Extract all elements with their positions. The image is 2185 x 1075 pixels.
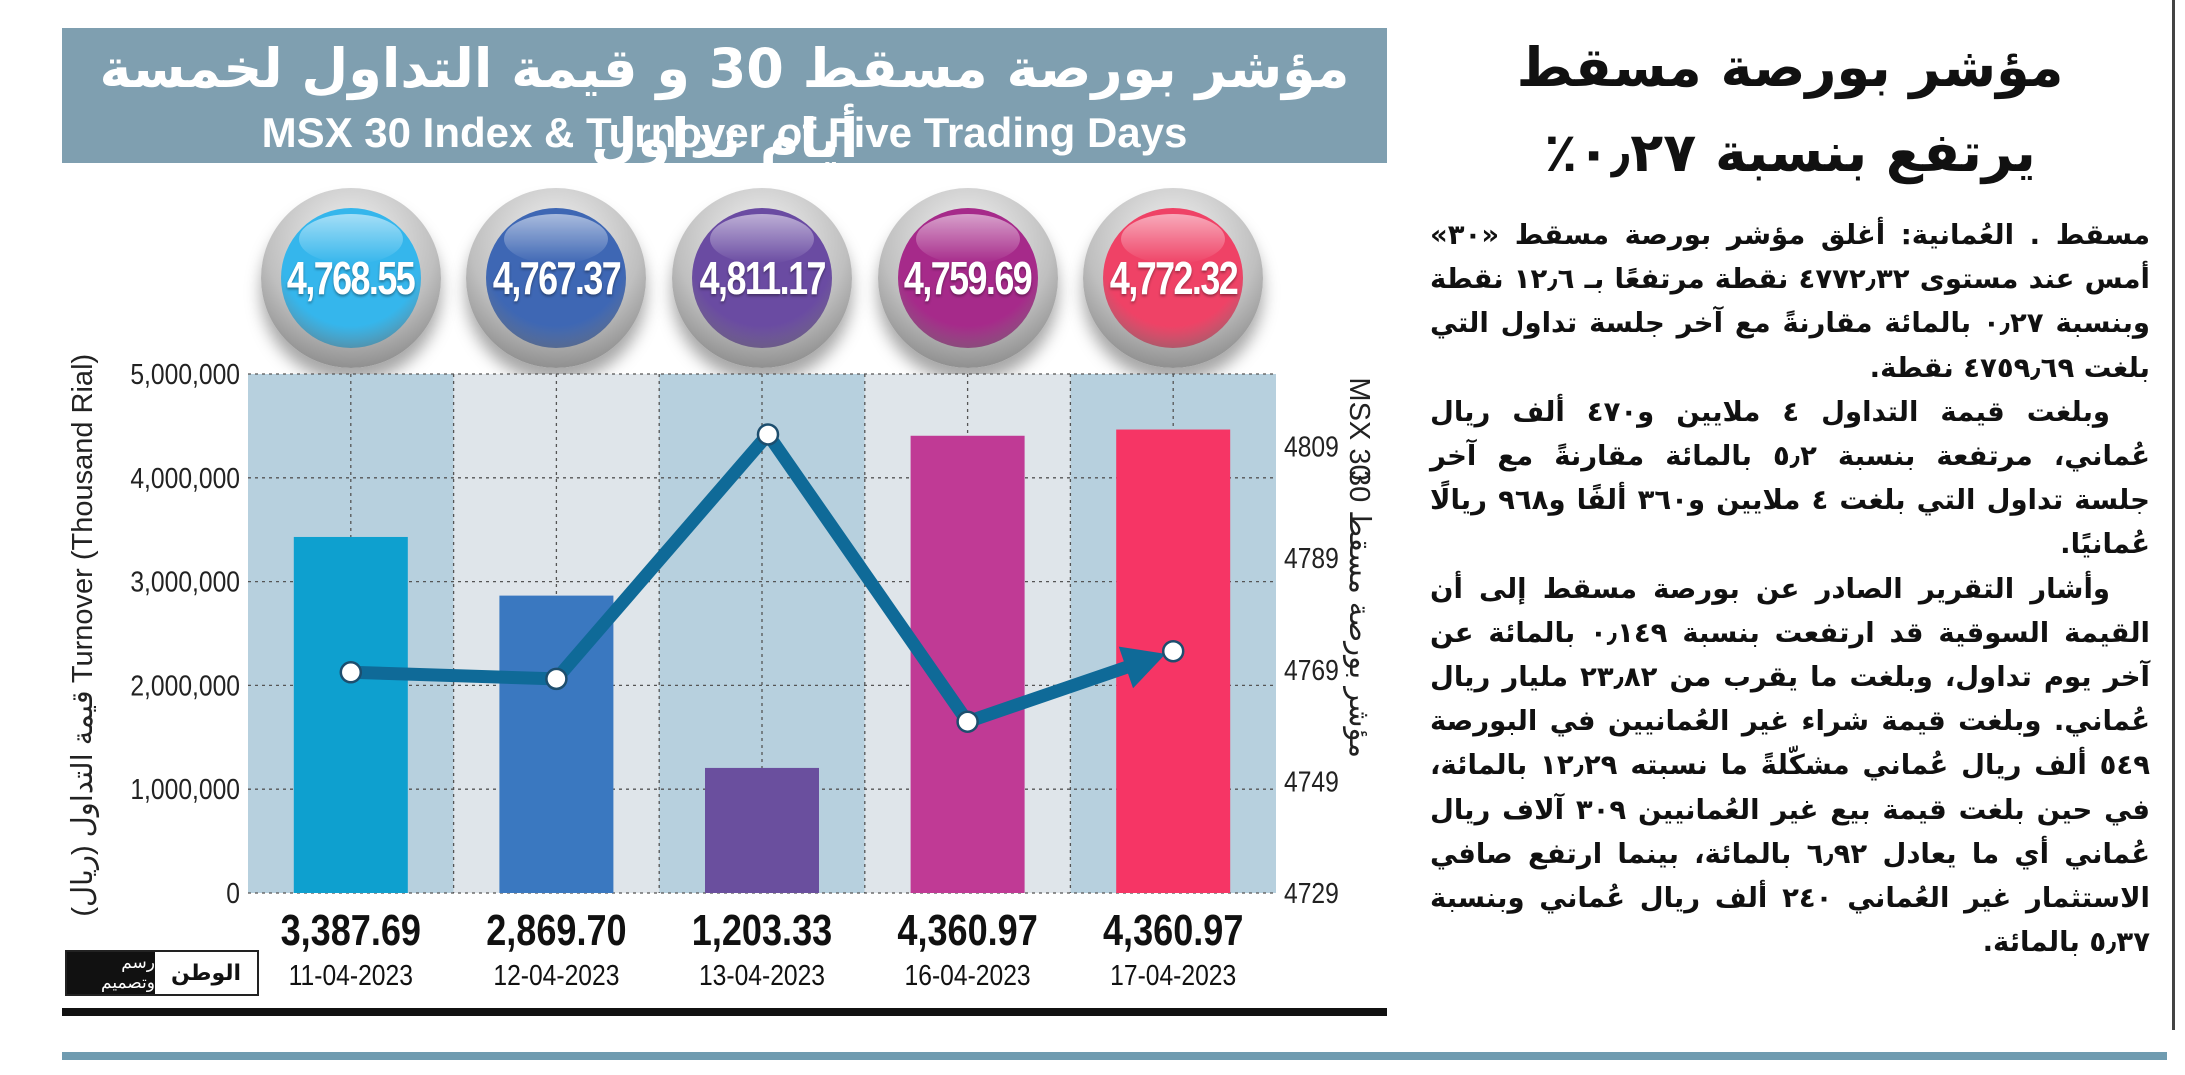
article-paragraph-1: مسقط . العُمانية: أغلق مؤشر بورصة مسقط «…: [1430, 219, 2150, 384]
index-point: [756, 423, 780, 446]
credit-text: رسم وتصميم: [67, 952, 155, 994]
article-headline: مؤشر بورصة مسقط يرتفع بنسبة ٠٫٢٧٪: [1430, 25, 2150, 195]
index-value-badge: 4,759.69: [877, 188, 1058, 368]
chart-title-arabic: مؤشر بورصة مسقط 30 و قيمة التداول لخمسة …: [99, 37, 1350, 170]
y-right-tick-label: 4789: [1284, 542, 1339, 574]
turnover-value-label: 3,387.69: [281, 906, 421, 955]
category-date-label: 17-04-2023: [1110, 959, 1236, 991]
turnover-value-label: 4,360.97: [1103, 906, 1243, 955]
y-right-tick-label: 4729: [1284, 877, 1339, 909]
y-left-axis-title-arabic: قيمة التداول (ريال): [67, 690, 100, 916]
index-value-badge: 4,768.55: [260, 188, 441, 368]
credit-logo: رسم وتصميم الوطن: [65, 950, 259, 996]
turnover-bar: [499, 595, 614, 893]
index-point: [545, 667, 568, 691]
y-right-axis-title-arabic: مؤشر بورصة مسقط 30: [1342, 470, 1375, 758]
badge-shine: [915, 214, 1020, 264]
infographic: مؤشر بورصة مسقط 30 و قيمة التداول لخمسة …: [62, 28, 1387, 1016]
y-left-tick-label: 3,000,000: [130, 566, 240, 598]
index-point: [1161, 639, 1185, 663]
news-article: مؤشر بورصة مسقط يرتفع بنسبة ٠٫٢٧٪ مسقط .…: [1430, 25, 2150, 1015]
y-left-tick-label: 2,000,000: [130, 670, 240, 702]
index-value-badge: 4,811.17: [672, 188, 852, 368]
index-line-arrowhead: [1118, 646, 1166, 689]
category-date-label: 11-04-2023: [289, 959, 413, 991]
combo-chart: 0 1,000,000 2,000,000 3,000,000 4,000,000 5,0…: [67, 354, 1375, 992]
y-left-tick-label: 4,000,000: [130, 462, 240, 494]
badge-shine: [298, 214, 403, 264]
y-right-tick-label: 4749: [1284, 766, 1339, 798]
index-value-badge: 4,772.32: [1083, 188, 1264, 368]
article-paragraph-2: وبلغت قيمة التداول ٤ ملايين و٤٧٠ ألف ريا…: [1430, 395, 2150, 561]
category-date-label: 13-04-2023: [699, 959, 825, 991]
chart-bottom-rule: [62, 1008, 1387, 1016]
headline-line-2: يرتفع بنسبة ٠٫٢٧٪: [1544, 121, 2036, 184]
footer-rule: [62, 1052, 2167, 1060]
y-right-axis-title: MSX 30: [1343, 377, 1375, 480]
y-left-axis-title: Turnover (Thousand Rial): [67, 354, 99, 683]
badge-shine: [710, 214, 814, 264]
category-date-label: 12-04-2023: [493, 959, 619, 991]
y-left-tick-label: 1,000,000: [130, 773, 240, 805]
turnover-value-label: 2,869.70: [486, 906, 626, 955]
headline-line-1: مؤشر بورصة مسقط: [1516, 36, 2064, 99]
article-paragraph-3: وأشار التقرير الصادر عن بورصة مسقط إلى أ…: [1430, 572, 2150, 959]
chart-title-english: MSX 30 Index & Turnover of Five Trading …: [261, 109, 1188, 156]
brand-logo: الوطن: [170, 960, 242, 986]
badge-shine: [504, 214, 609, 264]
index-value-badge: 4,767.37: [466, 188, 647, 368]
y-right-tick-label: 4769: [1284, 654, 1339, 686]
index-point: [339, 661, 363, 684]
turnover-bar: [705, 767, 819, 893]
index-point: [956, 710, 979, 733]
badge-shine: [1121, 214, 1226, 264]
page-edge-rule: [2172, 0, 2175, 1030]
y-right-tick-label: 4809: [1284, 431, 1339, 463]
turnover-bar: [293, 536, 408, 893]
chart-header: [62, 28, 1387, 163]
turnover-value-label: 1,203.33: [692, 906, 832, 955]
turnover-value-label: 4,360.97: [897, 906, 1037, 955]
y-left-tick-label: 5,000,000: [130, 358, 240, 390]
y-left-tick-label: 0: [226, 877, 240, 909]
category-date-label: 16-04-2023: [905, 959, 1031, 991]
